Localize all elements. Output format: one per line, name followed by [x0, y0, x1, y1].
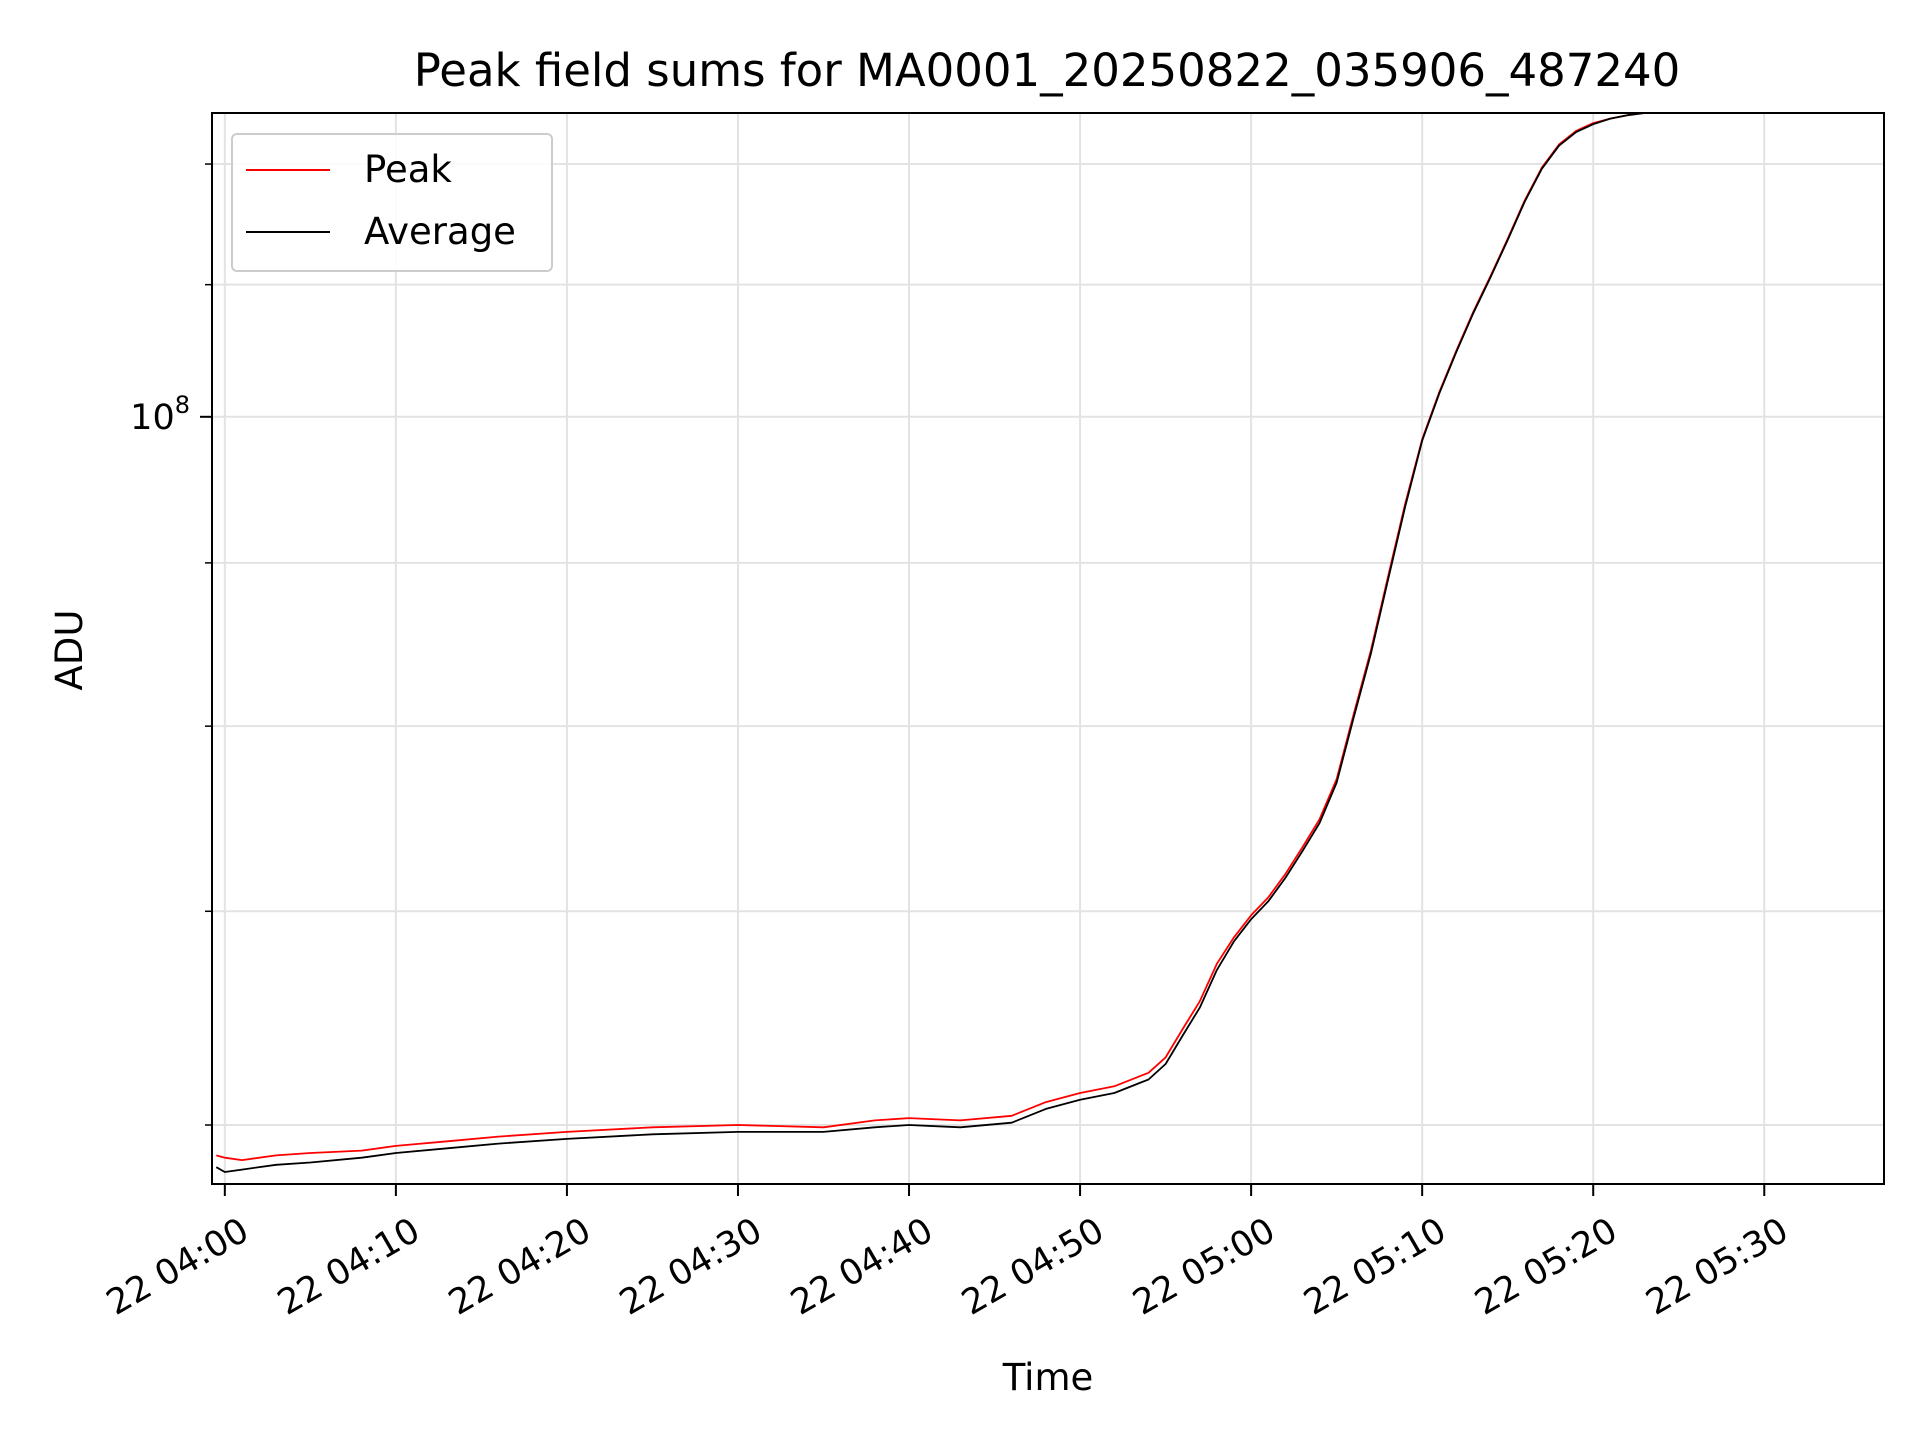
legend-label-peak: Peak	[364, 148, 452, 191]
legend: Peak Average	[231, 133, 553, 272]
chart-title: Peak field sums for MA0001_20250822_0359…	[414, 44, 1681, 97]
x-axis-label: Time	[1002, 1356, 1094, 1399]
plot-area	[215, 112, 1654, 1173]
legend-box	[231, 133, 553, 272]
legend-label-average: Average	[364, 210, 516, 253]
plot-frame	[211, 112, 1885, 1185]
y-axis-label: ADU	[48, 610, 91, 691]
series-line-average	[215, 112, 1654, 1173]
